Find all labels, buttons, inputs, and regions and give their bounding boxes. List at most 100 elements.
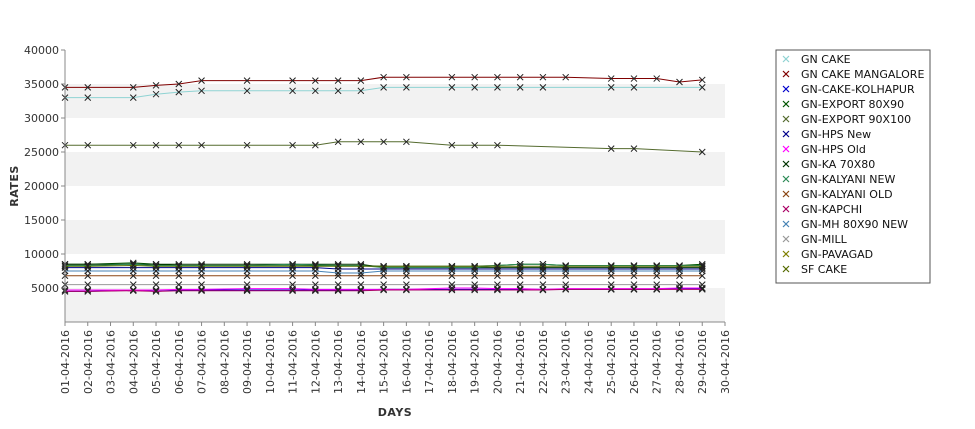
y-tick-label: 15000 [24,214,59,227]
data-point-marker [129,262,137,269]
data-point-marker [311,261,319,269]
data-point-marker [653,281,661,288]
data-point-marker [334,272,342,280]
data-point-marker [539,267,547,275]
data-point-marker [380,272,387,280]
data-point-marker [152,267,160,275]
data-point-marker [152,281,160,288]
data-point-marker [84,84,92,91]
data-point-marker [698,286,706,293]
legend-label: GN-CAKE-KOLHAPUR [801,83,915,96]
legend-label: GN-PAVAGAD [801,248,873,261]
series-13 [243,286,251,294]
legend-label: GN-KAPCHI [801,203,862,216]
x-tick-label: 12-04-2016 [309,330,322,394]
data-point-marker [289,267,296,275]
data-point-marker [653,267,661,275]
data-point-marker [494,141,501,149]
data-point-marker [357,272,365,280]
data-point-marker [84,288,92,295]
data-point-marker [630,262,638,270]
data-point-marker [152,272,160,280]
data-point-marker [676,262,683,270]
data-point-marker [198,77,205,84]
data-point-marker [380,281,387,288]
data-point-marker [311,287,319,295]
data-point-marker [129,272,137,280]
x-tick-label: 03-04-2016 [105,330,118,394]
data-point-marker [289,141,296,149]
data-point-marker [334,138,342,146]
data-point-marker [129,94,137,101]
data-point-marker [403,138,410,146]
x-tick-label: 25-04-2016 [605,330,618,394]
x-tick-label: 18-04-2016 [446,330,459,394]
data-point-marker [357,281,365,288]
data-point-marker [243,141,251,149]
data-point-marker [175,262,183,270]
data-point-marker [380,262,387,270]
grid-band [65,288,725,322]
data-point-marker [607,145,615,152]
legend: GN CAKE GN CAKE MANGALORE GN-CAKE-KOLHAPUR… [775,49,931,284]
legend-item: GN-HPS Old [782,143,866,156]
data-point-marker [198,286,205,293]
data-point-marker [607,267,615,275]
y-tick-label: 20000 [24,180,59,193]
series-14 [61,262,706,270]
y-axis-title: RATES [8,165,21,207]
data-point-marker [494,262,501,270]
x-tick-label: 04-04-2016 [127,330,140,394]
legend-label: GN-KALYANI NEW [801,173,895,186]
data-point-marker [84,281,92,288]
data-point-marker [357,269,365,277]
data-point-marker [471,262,479,270]
legend-item: SF CAKE [782,263,847,276]
data-point-marker [198,287,205,295]
data-point-marker [311,272,319,280]
data-point-marker [311,141,319,149]
x-tick-label: 02-04-2016 [82,330,95,394]
legend-label: GN CAKE [801,53,851,66]
data-point-marker [198,267,205,275]
data-point-marker [311,281,319,288]
data-point-marker [129,84,137,91]
x-axis-title: DAYS [378,406,412,419]
data-point-marker [152,82,160,89]
data-point-marker [539,73,547,81]
x-tick-label: 11-04-2016 [287,330,300,394]
data-point-marker [403,281,410,288]
data-point-marker [698,148,706,156]
legend-label: SF CAKE [801,263,847,276]
data-point-marker [562,73,570,81]
data-point-marker [698,272,706,280]
x-tick-label: 09-04-2016 [241,330,254,394]
data-point-marker [607,281,615,288]
data-point-marker [607,272,615,280]
data-point-marker [152,288,160,295]
grid-band [65,152,725,186]
data-point-marker [471,281,479,288]
x-tick-label: 20-04-2016 [491,330,504,394]
data-point-marker [539,281,547,288]
y-tick-label: 5000 [31,282,59,295]
x-tick-label: 13-04-2016 [332,330,345,394]
series-4 [61,138,706,156]
data-point-marker [471,272,479,280]
x-tick-label: 16-04-2016 [400,330,413,394]
data-point-marker [494,272,501,280]
data-point-marker [562,272,570,280]
plot-area [61,73,706,295]
data-point-marker [152,262,160,270]
data-point-marker [448,267,456,275]
data-point-marker [630,281,638,288]
series-line [65,287,703,291]
data-point-marker [84,267,92,275]
data-point-marker [175,267,183,275]
x-tick-label: 22-04-2016 [537,330,550,394]
data-point-marker [448,262,456,270]
data-point-marker [243,286,251,294]
data-point-marker [562,286,570,293]
data-point-marker [311,267,319,275]
data-point-marker [357,138,365,146]
